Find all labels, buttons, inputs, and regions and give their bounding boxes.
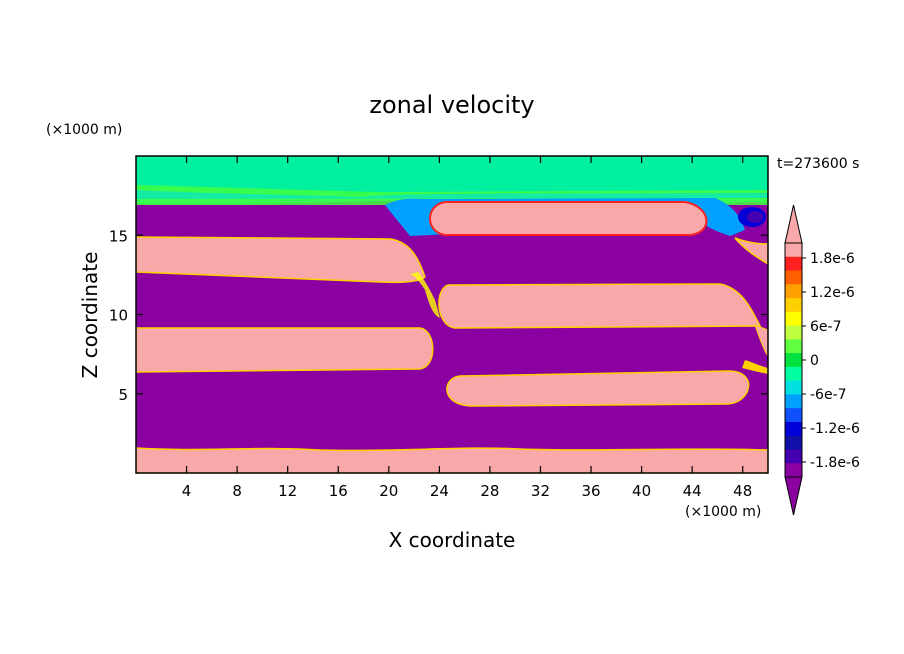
x-tick-label: 20 [379,482,398,500]
colorbar-bin [785,339,802,354]
x-tick-label: 32 [531,482,550,500]
saddle-right [742,360,768,374]
colorbar-bin [785,243,802,258]
top-layer-band [136,190,768,199]
colorbar-tick-label: 1.8e-6 [810,251,855,267]
right-jet-high [429,201,708,236]
top-right-vortex-core [747,211,763,223]
x-tick-label: 4 [182,482,192,500]
x-tick-label: 24 [430,482,449,500]
colorbar-bin [785,325,802,340]
left-jet-high [136,236,426,284]
x-axis-ticks: 4 8 12 16 20 24 28 32 36 40 44 48 [182,156,752,500]
colorbar-tick-label: -1.2e-6 [810,421,860,437]
colorbar-bin [785,408,802,423]
colorbar-tick-label: -6e-7 [810,387,847,403]
y-axis-label: Z coordinate [78,252,102,379]
x-tick-label: 48 [733,482,752,500]
x-tick-label: 28 [480,482,499,500]
x-tick-label: 40 [632,482,651,500]
x-axis-label: X coordinate [389,528,516,552]
right-jet-mid [438,283,762,329]
x-tick-label: 16 [329,482,348,500]
colorbar-bin [785,270,802,285]
x-tick-label: 44 [683,482,702,500]
bottom-jet [136,447,768,473]
left-jet-low [136,327,434,373]
saddle-left [410,272,440,318]
x-tick-label: 12 [278,482,297,500]
colorbar-tick-label: 0 [810,353,819,369]
colorbar-bin [785,256,802,272]
colorbar-tick-label: -1.8e-6 [810,455,860,471]
colorbar-bin [785,394,802,409]
colorbar-tick-label: 6e-7 [810,319,841,335]
colorbar [784,204,803,516]
y-tick-label: 5 [118,386,128,404]
colorbar-bin [785,298,802,313]
x-unit-label: (×1000 m) [685,504,761,520]
x-tick-label: 8 [232,482,242,500]
y-tick-label: 10 [109,307,128,325]
colorbar-tick-label: 1.2e-6 [810,285,855,301]
contour-field [136,156,768,473]
y-tick-label: 15 [109,227,128,245]
chart-title: zonal velocity [369,91,534,119]
top-right-patch [734,237,768,265]
colorbar-bin [785,449,802,464]
colorbar-bin [785,380,802,395]
right-jet-low [446,370,750,407]
colorbar-bin [785,463,802,478]
colorbar-bin [785,366,802,382]
colorbar-bin [785,311,802,327]
right-edge-jet [754,324,768,357]
colorbar-high-arrow [784,204,803,244]
colorbar-bin [785,421,802,437]
colorbar-low-arrow [784,476,803,516]
time-label: t=273600 s [777,156,859,172]
y-unit-label: (×1000 m) [46,122,122,138]
colorbar-bin [785,353,802,368]
x-tick-label: 36 [581,482,600,500]
colorbar-bin [785,284,802,299]
colorbar-tick-labels: 1.8e-6 1.2e-6 6e-7 0 -6e-7 -1.2e-6 -1.8e-6 [802,251,860,471]
y-axis-ticks: 5 10 15 [109,227,768,404]
colorbar-bin [785,435,802,450]
